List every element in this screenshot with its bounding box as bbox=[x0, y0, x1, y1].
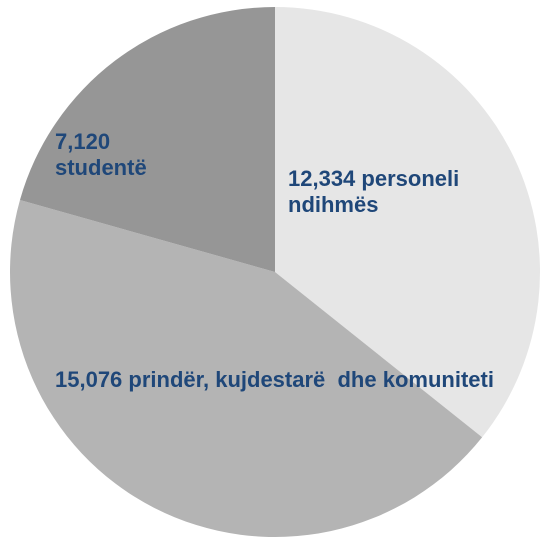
category-label: prindër, kujdestarë dhe komuniteti bbox=[128, 367, 494, 392]
category-label: studentë bbox=[55, 155, 147, 180]
pie-slice bbox=[275, 7, 540, 438]
pie-slice bbox=[19, 7, 276, 272]
value-label: 15,076 bbox=[55, 367, 123, 392]
pie-slice bbox=[10, 199, 483, 537]
slice-label: 7,120 studentë bbox=[55, 129, 185, 181]
value-label: 7,120 bbox=[55, 129, 111, 154]
slice-label: 12,334 personeli ndihmës bbox=[288, 166, 528, 218]
slice-label: 15,076 prindër, kujdestarë dhe komunitet… bbox=[55, 367, 505, 393]
value-label: 12,334 bbox=[288, 166, 356, 191]
category-label: personeli ndihmës bbox=[288, 166, 466, 217]
